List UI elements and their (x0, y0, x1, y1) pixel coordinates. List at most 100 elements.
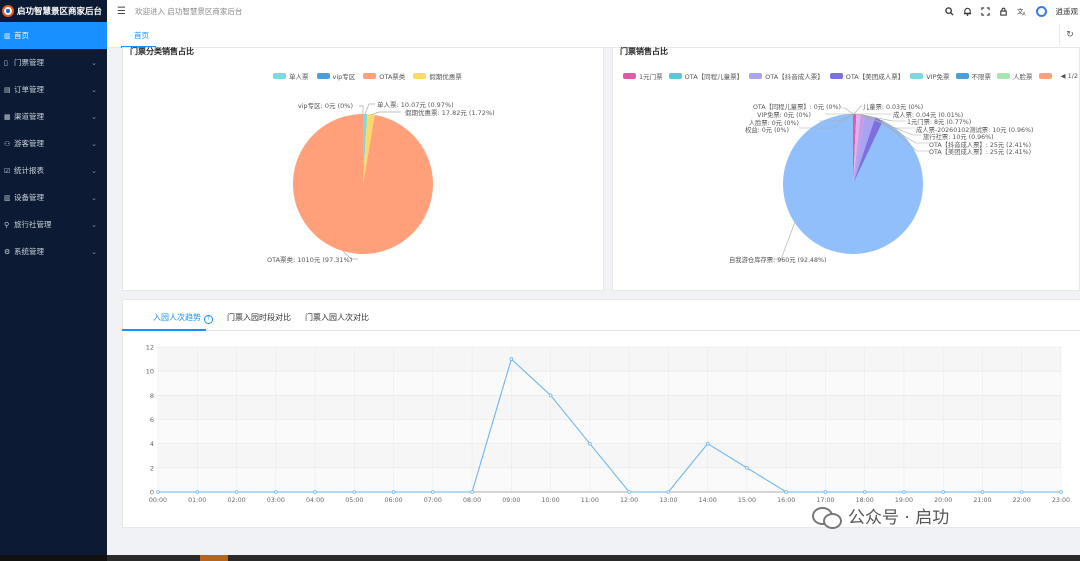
sidebar-item[interactable]: ▤ 订单管理 ⌄ (0, 76, 107, 103)
pie-label: 自我游仓库存票: 960元 (92.48%) (729, 255, 826, 264)
legend-pager[interactable]: ◀ 1/2 ▶ (1061, 72, 1080, 80)
legend-item[interactable]: OTA【抖音成人票】 (749, 71, 824, 81)
pie-label-vip: vip专区: 0元 (0%) (298, 101, 353, 110)
pie-label-ota: OTA票类: 1010元 (97.31%) (267, 255, 352, 264)
legend-label: VIP免票 (926, 73, 950, 81)
pie-label: OTA【同程儿童票】: 0元 (0%) (753, 102, 841, 111)
sidebar-item-label: 系统管理 (14, 247, 44, 256)
sidebar-item-label: 门票管理 (14, 58, 44, 67)
prev-page-icon[interactable]: ◀ (1060, 72, 1068, 80)
legend-item[interactable]: 单人票 (273, 71, 309, 81)
panel-title: 门票分类销售占比 (130, 47, 194, 56)
legend-swatch (910, 73, 924, 79)
sidebar-item[interactable]: ▯ 门票管理 ⌄ (0, 49, 107, 76)
tags-view: 首页 ↻ (107, 22, 1080, 48)
list-icon: ▤ (4, 85, 11, 94)
taskbar-strip (0, 555, 1080, 561)
chevron-down-icon: ⌄ (91, 85, 97, 94)
pie-label: 人脸票: 0元 (0%) (749, 118, 799, 127)
fullscreen-icon[interactable] (980, 6, 990, 16)
legend-label: 人脸票 (1013, 73, 1033, 81)
sales-pie-chart: OTA【同程儿童票】: 0元 (0%) VIP免票: 0元 (0%) 人脸票: … (729, 102, 1033, 264)
legend-item[interactable]: vip专区 (316, 71, 355, 81)
watermark-text: 公众号 · 启功 (848, 508, 950, 528)
sidebar-item-label: 游客管理 (14, 139, 44, 148)
chevron-down-icon: ⌄ (91, 247, 97, 256)
legend-label: 1元门票 (639, 73, 663, 81)
tab-entry-trend[interactable]: 入园人次趋势? (153, 312, 213, 324)
pie-label: 权益: 0元 (0%) (745, 125, 789, 134)
pie-slice-adult-test (853, 114, 861, 184)
search-icon[interactable] (944, 6, 954, 16)
legend-item[interactable]: 不限票 (955, 71, 992, 81)
legend-label: OTA【抖音成人票】 (765, 73, 824, 81)
category-pie-chart: vip专区: 0元 (0%) 单人票: 10.07元 (0.97%) 假期优惠票… (267, 100, 495, 264)
sidebar-item[interactable]: ☑ 统计报表 ⌄ (0, 157, 107, 184)
pie-label: OTA【美团成人票】: 25元 (2.41%) (929, 147, 1031, 156)
sidebar-item[interactable]: ⚇ 游客管理 ⌄ (0, 130, 107, 157)
user-icon: ⚇ (4, 139, 11, 148)
sidebar-menu: ▥ 首页 ▯ 门票管理 ⌄ ▤ 订单管理 ⌄ ▦ 渠道管理 ⌄ ⚇ 游客管理 ⌄ ☑ 统计报表 ⌄ ▥ 设备管理 ⌄ ⚲… (0, 22, 107, 265)
app-logo[interactable]: 启功智慧景区商家后台 (0, 0, 107, 22)
legend-item[interactable]: OTA【同程儿童票】 (668, 71, 743, 81)
legend-swatch (955, 73, 969, 79)
sidebar-item-label: 旅行社管理 (14, 220, 52, 229)
legend-swatch (1038, 73, 1052, 79)
sidebar-item[interactable]: ⚲ 旅行社管理 ⌄ (0, 211, 107, 238)
sidebar-item-label: 设备管理 (14, 193, 44, 202)
sidebar-item[interactable]: ▦ 渠道管理 ⌄ (0, 103, 107, 130)
legend-item[interactable]: 1元门票 (623, 71, 663, 81)
legend-label: 假期优惠票 (429, 73, 462, 81)
legend-item[interactable]: 假期优惠票 (413, 71, 462, 81)
sidebar-item[interactable]: ⚙ 系统管理 ⌄ (0, 238, 107, 265)
legend-item[interactable]: OTA【美团成人票】 (829, 71, 905, 81)
chevron-down-icon: ⌄ (91, 220, 97, 229)
pie-slice-agency (853, 114, 865, 184)
tab-home[interactable]: 首页 (134, 31, 149, 40)
doc-icon: ▯ (4, 58, 8, 67)
legend-item[interactable]: OTA票类 (363, 71, 405, 81)
menu-toggle-icon[interactable]: ☰ (117, 5, 126, 17)
tab-time-compare[interactable]: 门票入园时段对比 (227, 313, 291, 322)
wechat-icon (812, 505, 842, 529)
tab-count-compare[interactable]: 门票入园人次对比 (305, 313, 369, 322)
pie-label: 1元门票: 8元 (0.77%) (907, 117, 971, 126)
help-icon[interactable]: ? (204, 315, 213, 324)
pie-label: 旅行社票: 10元 (0.96%) (923, 132, 994, 141)
pie-legend: 单人票 vip专区 OTA票类 假期优惠票 (273, 71, 462, 81)
refresh-icon[interactable]: ↻ (1059, 24, 1080, 45)
sidebar-item[interactable]: ▥ 首页 (0, 22, 107, 49)
welcome-text: 欢迎进入 启功智慧景区商家后台 (135, 6, 243, 16)
avatar[interactable] (1035, 5, 1047, 17)
entry-trend-panel: 入园人次趋势? 门票入园时段对比 门票入园人次对比 (122, 299, 1080, 528)
pie-slice-1yuan (853, 113, 857, 184)
pie-label: 成人票-20260102测试票: 10元 (0.96%) (916, 125, 1033, 134)
app-title: 启功智慧景区商家后台 (17, 7, 103, 17)
lock-icon[interactable] (999, 7, 1008, 16)
legend-item[interactable]: 人脸票 (997, 71, 1033, 81)
legend-label: 不限票 (971, 73, 992, 81)
legend-item[interactable]: VIP免票 (910, 71, 950, 81)
pie-slice-holiday (363, 114, 375, 184)
ticket-category-panel: 门票分类销售占比 单人票 vip专区 OTA票类 假期优惠票 vip专区: 0元 (0… (122, 47, 604, 291)
legend-label: OTA【美团成人票】 (845, 73, 905, 81)
username[interactable]: 逍遥观 (1055, 6, 1079, 16)
pie-slice-single (363, 114, 368, 184)
pie-label: OTA【抖音成人票】: 25元 (2.41%) (929, 140, 1031, 149)
sidebar-item-label: 订单管理 (14, 85, 44, 94)
tab-active-indicator (122, 329, 206, 331)
legend-swatch (749, 73, 763, 79)
bell-icon[interactable] (963, 7, 972, 16)
pie-label-single: 单人票: 10.07元 (0.97%) (377, 100, 454, 109)
report-icon: ☑ (4, 166, 11, 175)
svg-text:A: A (1022, 11, 1026, 15)
sidebar: 启功智慧景区商家后台 ▥ 首页 ▯ 门票管理 ⌄ ▤ 订单管理 ⌄ ▦ 渠道管理 ⌄ ⚇ 游客管理 ⌄ ☑ 统… (0, 0, 107, 555)
grid-icon: ▦ (4, 112, 11, 121)
legend-swatch (829, 73, 843, 79)
legend-item[interactable] (1038, 73, 1055, 79)
pie-slice-meituan (853, 117, 883, 184)
chevron-down-icon: ⌄ (91, 139, 97, 148)
sidebar-item[interactable]: ▥ 设备管理 ⌄ (0, 184, 107, 211)
legend-swatch (273, 73, 286, 79)
